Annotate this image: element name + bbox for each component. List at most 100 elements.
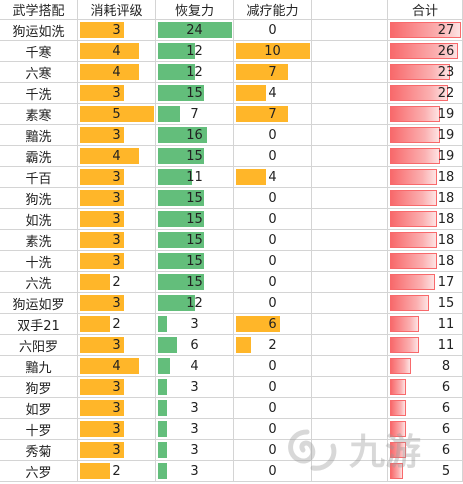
recovery-cell: 15: [156, 209, 234, 230]
cost-cell: 3: [78, 20, 156, 41]
header-cell: 减疗能力: [234, 0, 312, 20]
value-label: 18: [437, 190, 455, 206]
heal-reduce-bar: [236, 106, 288, 122]
cost-bar: [80, 232, 124, 248]
cost-cell: 3: [78, 293, 156, 314]
cost-bar: [80, 400, 124, 416]
heal-reduce-cell: 0: [234, 125, 312, 146]
cost-bar: [80, 379, 124, 395]
heal-reduce-cell: 4: [234, 83, 312, 104]
heal-reduce-cell: 0: [234, 440, 312, 461]
recovery-bar: [158, 190, 204, 206]
value-label: 26: [437, 43, 455, 59]
header-cell: 恢复力: [156, 0, 234, 20]
value-label: 6: [190, 337, 199, 353]
total-cell: 8: [388, 356, 463, 377]
total-cell: 23: [388, 62, 463, 83]
blank-cell: [312, 167, 388, 188]
header-cell: 合计: [388, 0, 463, 20]
value-label: 3: [112, 337, 121, 353]
value-label: 3: [112, 127, 121, 143]
recovery-bar: [158, 169, 192, 185]
recovery-bar: [158, 106, 180, 122]
value-label: 4: [112, 148, 121, 164]
value-label: 4: [112, 43, 121, 59]
recovery-cell: 3: [156, 377, 234, 398]
value-label: 3: [190, 400, 199, 416]
recovery-cell: 12: [156, 62, 234, 83]
heal-reduce-bar: [236, 43, 310, 59]
blank-cell: [312, 377, 388, 398]
heal-reduce-cell: 0: [234, 188, 312, 209]
heal-reduce-cell: 0: [234, 251, 312, 272]
value-label: 0: [268, 22, 277, 38]
value-label: 6: [441, 442, 451, 458]
total-bar: [390, 442, 406, 458]
total-cell: 18: [388, 167, 463, 188]
cost-cell: 3: [78, 335, 156, 356]
total-bar: [390, 211, 437, 227]
heal-reduce-cell: 7: [234, 104, 312, 125]
cost-bar: [80, 274, 110, 290]
recovery-cell: 15: [156, 272, 234, 293]
total-bar: [390, 400, 406, 416]
total-bar: [390, 64, 450, 80]
value-label: 8: [441, 358, 451, 374]
heal-reduce-cell: 0: [234, 20, 312, 41]
cost-bar: [80, 421, 124, 437]
value-label: 18: [437, 253, 455, 269]
value-label: 6: [441, 421, 451, 437]
total-cell: 19: [388, 104, 463, 125]
value-label: 7: [190, 106, 199, 122]
value-label: 0: [268, 400, 277, 416]
total-cell: 18: [388, 251, 463, 272]
cost-cell: 2: [78, 314, 156, 335]
cost-cell: 3: [78, 209, 156, 230]
total-bar: [390, 169, 437, 185]
value-label: 3: [190, 379, 199, 395]
heal-reduce-cell: 0: [234, 272, 312, 293]
heal-reduce-cell: 0: [234, 293, 312, 314]
total-bar: [390, 127, 440, 143]
recovery-bar: [158, 379, 167, 395]
blank-cell: [312, 335, 388, 356]
cost-cell: 3: [78, 83, 156, 104]
row-name: 秀菊: [0, 440, 78, 461]
blank-cell: [312, 251, 388, 272]
cost-bar: [80, 85, 124, 101]
cost-cell: 3: [78, 377, 156, 398]
heal-reduce-cell: 4: [234, 167, 312, 188]
blank-cell: [312, 125, 388, 146]
recovery-bar: [158, 211, 204, 227]
total-bar: [390, 316, 419, 332]
recovery-bar: [158, 253, 204, 269]
cost-cell: 3: [78, 230, 156, 251]
value-label: 15: [186, 232, 203, 248]
cost-bar: [80, 190, 124, 206]
total-bar: [390, 253, 437, 269]
value-label: 16: [186, 127, 203, 143]
value-label: 3: [112, 253, 121, 269]
cost-cell: 5: [78, 104, 156, 125]
value-label: 0: [268, 463, 277, 479]
heal-reduce-cell: 0: [234, 398, 312, 419]
value-label: 0: [268, 274, 277, 290]
cost-cell: 3: [78, 167, 156, 188]
cost-bar: [80, 148, 139, 164]
blank-header-cell: [312, 0, 388, 20]
blank-cell: [312, 104, 388, 125]
recovery-bar: [158, 400, 167, 416]
value-label: 11: [437, 316, 455, 332]
heal-reduce-cell: 6: [234, 314, 312, 335]
recovery-bar: [158, 85, 204, 101]
total-bar: [390, 463, 403, 479]
total-cell: 6: [388, 398, 463, 419]
value-label: 3: [112, 421, 121, 437]
row-name: 十洗: [0, 251, 78, 272]
value-label: 3: [112, 232, 121, 248]
total-bar: [390, 148, 440, 164]
total-bar: [390, 106, 440, 122]
total-cell: 19: [388, 146, 463, 167]
cost-cell: 3: [78, 188, 156, 209]
recovery-bar: [158, 463, 167, 479]
